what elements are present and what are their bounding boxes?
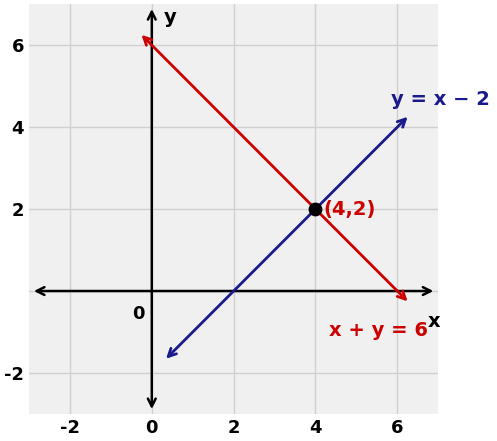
Text: y = x − 2: y = x − 2 (391, 90, 490, 108)
Text: 0: 0 (132, 305, 145, 323)
Text: y: y (164, 8, 177, 27)
Text: x + y = 6: x + y = 6 (330, 321, 428, 340)
Text: x: x (428, 311, 440, 330)
Point (312, 206, 320, 213)
Text: (4,2): (4,2) (324, 200, 376, 219)
